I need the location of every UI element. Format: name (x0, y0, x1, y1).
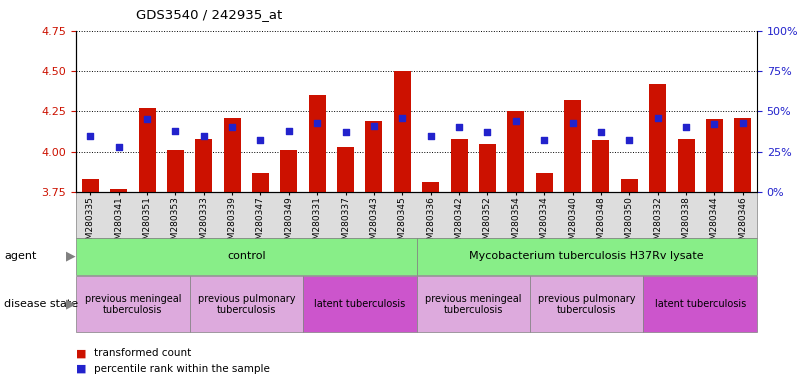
Text: transformed count: transformed count (94, 348, 191, 358)
Bar (223, 118, 240, 192)
Bar (422, 182, 439, 192)
Bar (564, 100, 581, 192)
Bar (649, 84, 666, 192)
Point (623, 137, 636, 144)
Bar (450, 139, 468, 192)
Bar (593, 141, 610, 192)
Text: control: control (227, 251, 266, 262)
Point (453, 124, 465, 131)
Bar (82, 179, 99, 192)
Point (112, 144, 125, 150)
Bar (280, 150, 297, 192)
Point (708, 121, 721, 127)
Text: previous meningeal
tuberculosis: previous meningeal tuberculosis (425, 293, 521, 315)
Text: ▶: ▶ (66, 298, 75, 311)
Point (396, 115, 409, 121)
Text: previous pulmonary
tuberculosis: previous pulmonary tuberculosis (538, 293, 635, 315)
Point (566, 119, 579, 126)
Text: previous pulmonary
tuberculosis: previous pulmonary tuberculosis (198, 293, 295, 315)
Text: percentile rank within the sample: percentile rank within the sample (94, 364, 270, 374)
Bar (394, 71, 411, 192)
Bar (536, 173, 553, 192)
Text: ▶: ▶ (66, 250, 75, 263)
Text: ■: ■ (76, 364, 87, 374)
Bar (110, 189, 127, 192)
Text: disease state: disease state (4, 299, 78, 310)
Point (509, 118, 522, 124)
Text: ■: ■ (76, 348, 87, 358)
Point (651, 115, 664, 121)
Bar (621, 179, 638, 192)
Point (537, 137, 550, 144)
Bar (706, 119, 723, 192)
Bar (195, 139, 212, 192)
Point (283, 127, 296, 134)
Point (339, 129, 352, 136)
Point (141, 116, 154, 122)
Bar (167, 150, 184, 192)
Bar (252, 173, 269, 192)
Text: GDS3540 / 242935_at: GDS3540 / 242935_at (136, 8, 283, 21)
Bar (308, 95, 326, 192)
Point (226, 124, 239, 131)
Bar (139, 108, 155, 192)
Point (368, 123, 380, 129)
Point (169, 127, 182, 134)
Text: previous meningeal
tuberculosis: previous meningeal tuberculosis (85, 293, 181, 315)
Point (594, 129, 607, 136)
Text: latent tuberculosis: latent tuberculosis (314, 299, 405, 310)
Bar (337, 147, 354, 192)
Point (311, 119, 324, 126)
Text: latent tuberculosis: latent tuberculosis (654, 299, 746, 310)
Bar (479, 144, 496, 192)
Point (197, 132, 210, 139)
Text: agent: agent (4, 251, 36, 262)
Point (254, 137, 267, 144)
Point (425, 132, 437, 139)
Point (84, 132, 97, 139)
Text: Mycobacterium tuberculosis H37Rv lysate: Mycobacterium tuberculosis H37Rv lysate (469, 251, 704, 262)
Point (736, 119, 749, 126)
Point (679, 124, 692, 131)
Bar (678, 139, 694, 192)
Point (481, 129, 494, 136)
Bar (507, 111, 525, 192)
Bar (735, 118, 751, 192)
Bar (365, 121, 382, 192)
